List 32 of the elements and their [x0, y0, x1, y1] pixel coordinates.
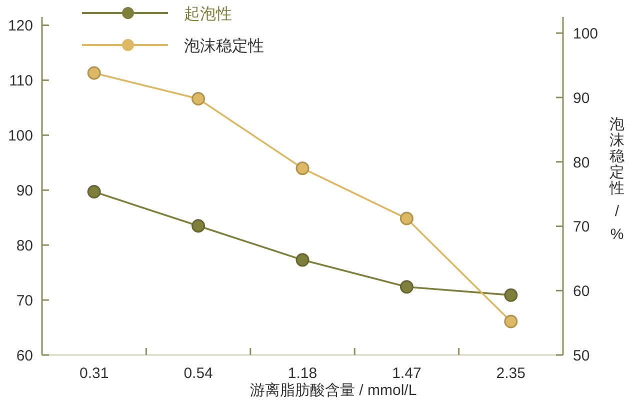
x-tick-label: 0.54	[184, 365, 213, 382]
point	[87, 66, 101, 80]
point	[87, 185, 101, 199]
y2-axis-title: 泡沫稳定性 / %	[608, 116, 624, 243]
y-tick-label: 60	[16, 348, 33, 364]
legend-label: 泡沫稳定性	[184, 38, 264, 55]
point	[400, 212, 414, 226]
x-tick-label: 1.18	[288, 365, 318, 382]
y2-tick-label: 70	[573, 218, 590, 236]
point	[192, 92, 206, 106]
y2-tick-label: 60	[573, 283, 590, 300]
x-tick-label: 0.31	[80, 365, 109, 382]
x-tick-label: 2.35	[496, 365, 526, 382]
point	[400, 280, 414, 294]
point	[192, 219, 206, 233]
y-tick-label: 120	[8, 18, 33, 35]
y-tick-label: 110	[9, 72, 33, 90]
point	[504, 288, 518, 302]
y2-tick-label: 100	[573, 26, 598, 43]
y2-tick-label: 50	[573, 348, 590, 364]
y2-tick-label: 80	[573, 154, 590, 172]
x-axis-title: 游离脂肪酸含量 / mmol/L	[250, 382, 417, 399]
y-tick-label: 90	[16, 182, 33, 200]
point	[504, 314, 518, 328]
y-tick-label: 80	[16, 238, 33, 255]
y2-tick-label: 90	[573, 90, 590, 107]
y-tick-label: 100	[8, 128, 33, 145]
point	[296, 253, 310, 267]
x-tick-label: 1.47	[392, 365, 422, 382]
y-tick-label: 70	[16, 292, 33, 310]
legend-label: 起泡性	[184, 6, 232, 23]
point	[296, 162, 310, 176]
